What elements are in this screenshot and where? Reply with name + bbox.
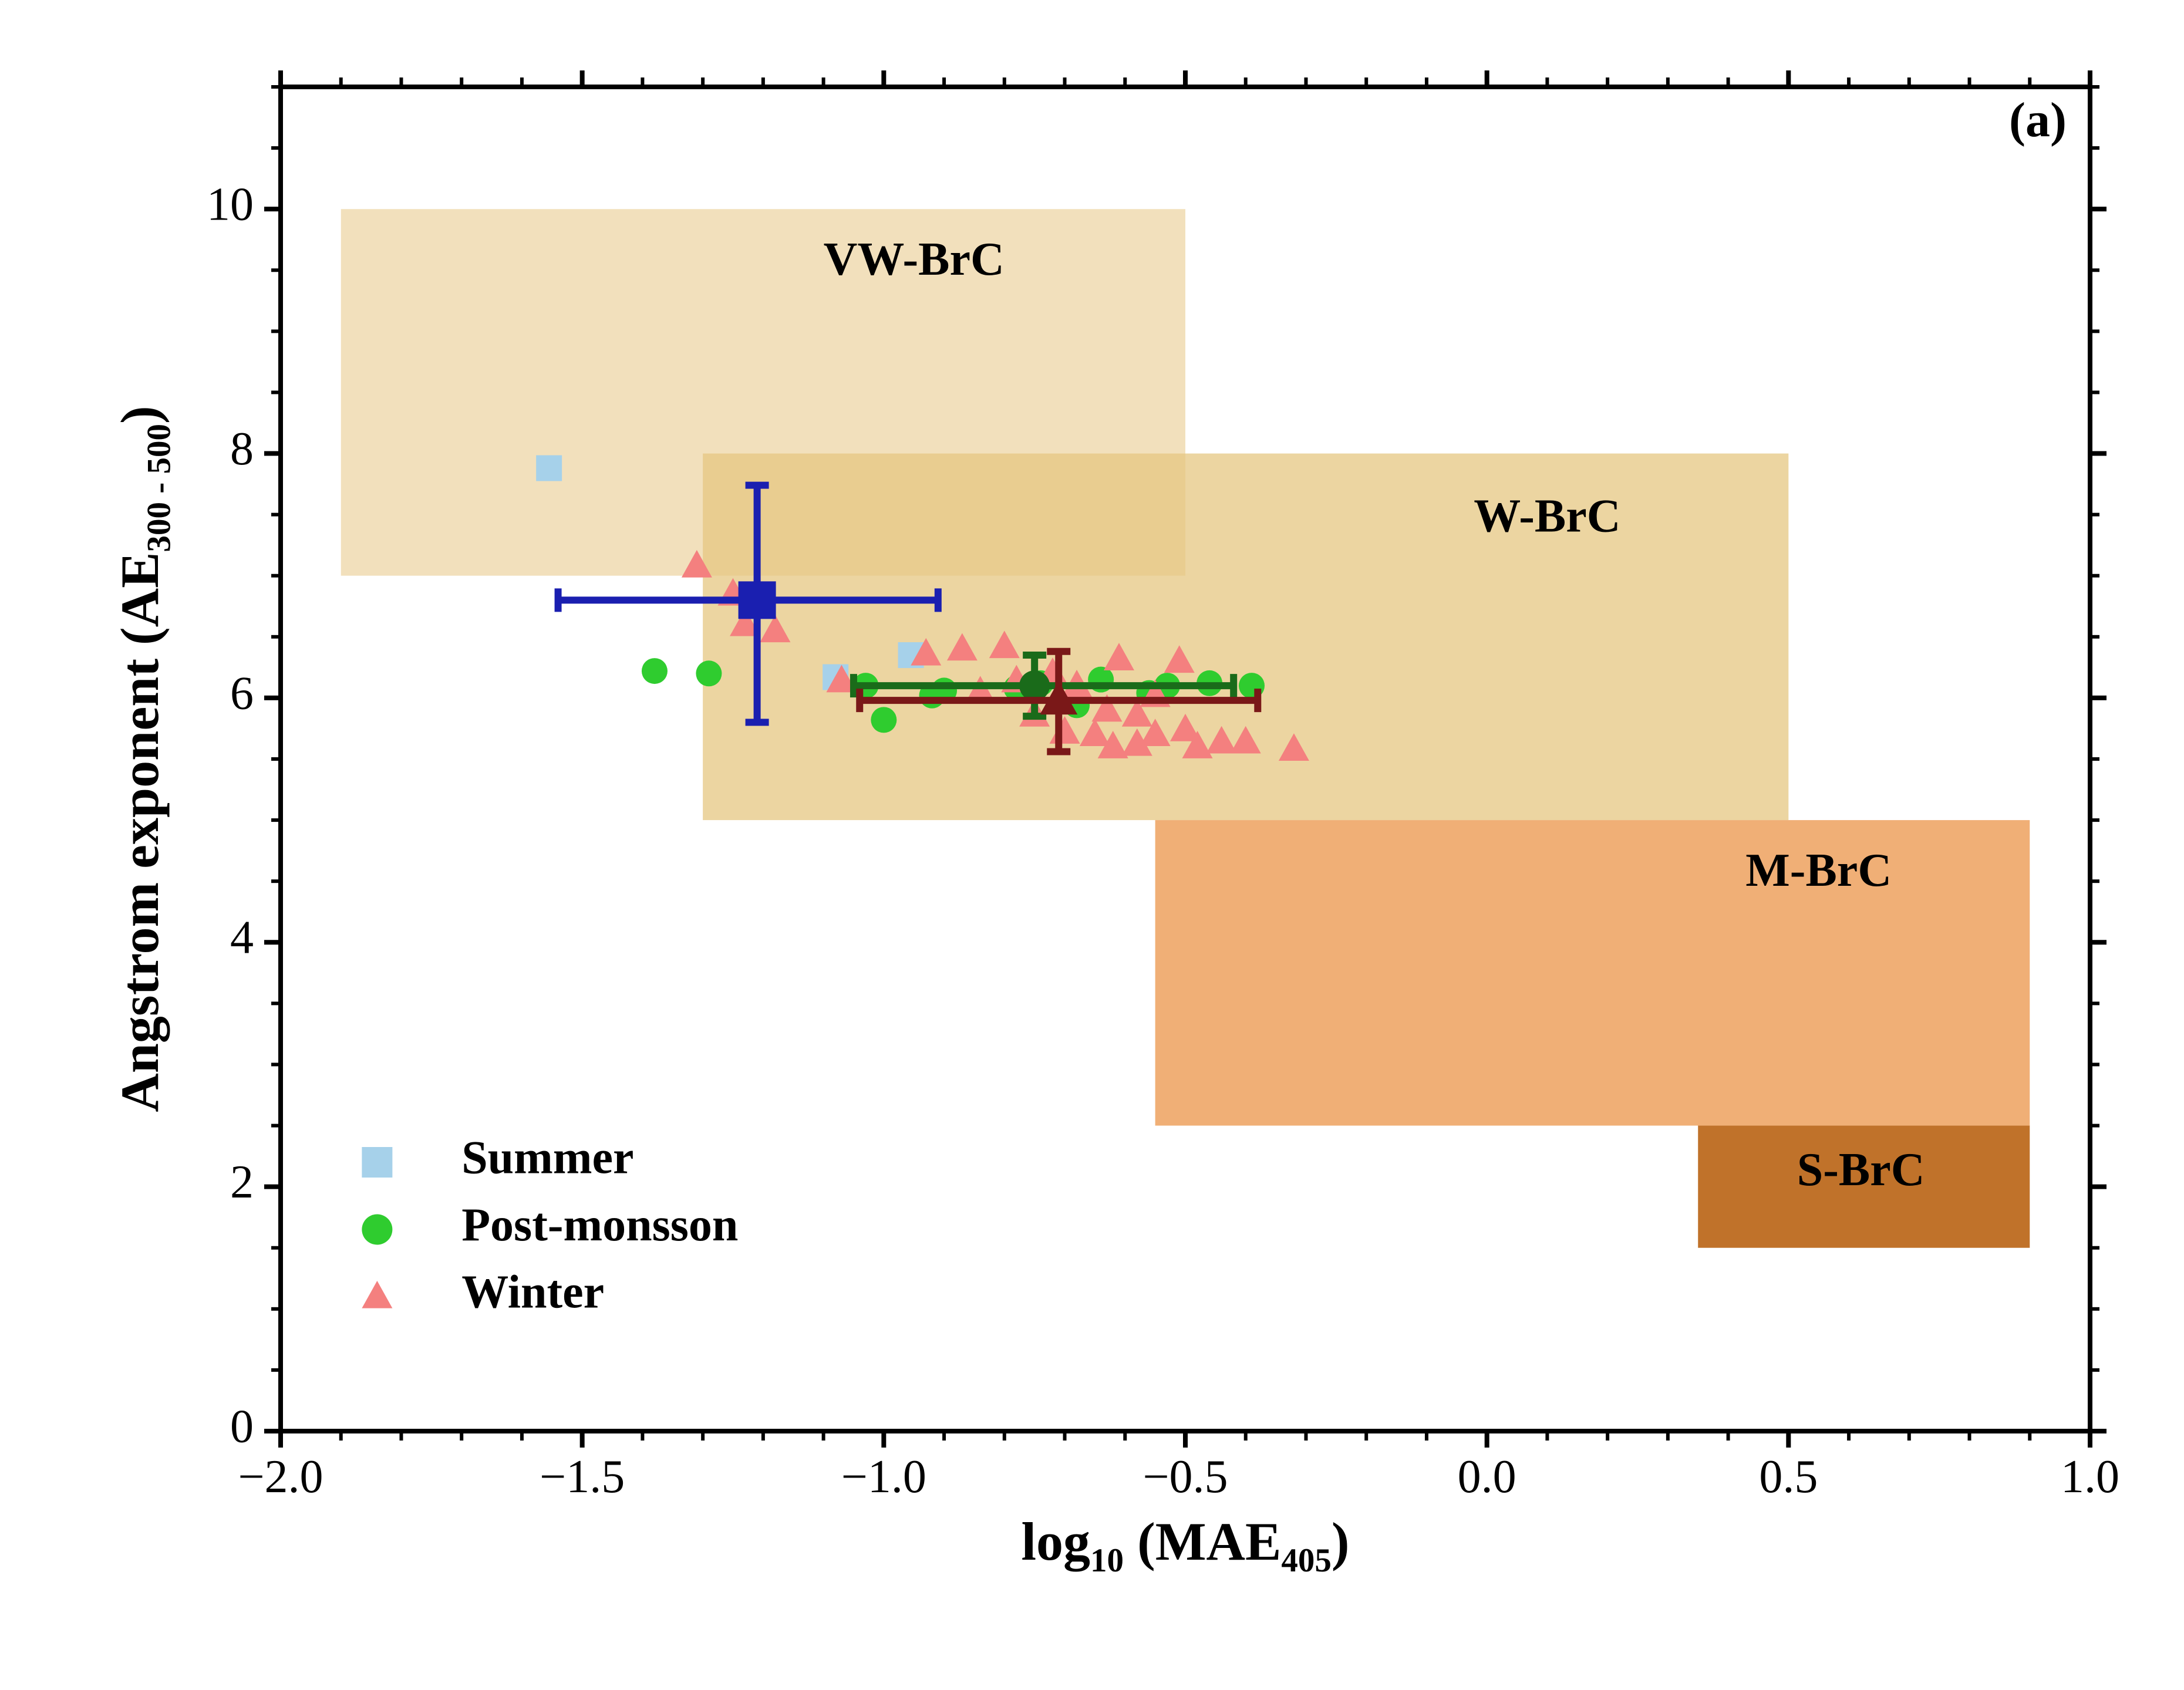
legend-marker-post_monsoon bbox=[362, 1215, 392, 1245]
x-tick-label: −1.5 bbox=[540, 1451, 625, 1503]
y-tick-label: 10 bbox=[207, 179, 254, 231]
y-tick-label: 8 bbox=[230, 423, 254, 475]
x-tick-label: −2.0 bbox=[238, 1451, 323, 1503]
legend-label-post_monsoon: Post-monsson bbox=[461, 1199, 738, 1251]
x-tick-label: 0.5 bbox=[1759, 1451, 1818, 1503]
region-label-vw-brc: VW-BrC bbox=[824, 234, 1005, 285]
region-m-brc bbox=[1155, 820, 2030, 1125]
region-label-m-brc: M-BrC bbox=[1745, 845, 1892, 896]
region-label-s-brc: S-BrC bbox=[1797, 1144, 1925, 1196]
x-tick-label: 0.0 bbox=[1458, 1451, 1516, 1503]
post_monsoon-point bbox=[696, 660, 722, 686]
legend-marker-summer bbox=[362, 1147, 392, 1178]
x-tick-label: −1.0 bbox=[841, 1451, 926, 1503]
y-tick-label: 6 bbox=[230, 667, 254, 719]
panel-label: (a) bbox=[2009, 93, 2067, 147]
post_monsoon-point bbox=[642, 658, 668, 684]
legend-label-winter: Winter bbox=[461, 1266, 604, 1318]
x-tick-label: −0.5 bbox=[1142, 1451, 1228, 1503]
y-tick-label: 2 bbox=[230, 1156, 254, 1208]
post_monsoon-point bbox=[871, 707, 896, 733]
x-tick-label: 1.0 bbox=[2061, 1451, 2119, 1503]
summer-point bbox=[536, 456, 562, 481]
post-monsoon-mean-marker bbox=[1019, 670, 1050, 701]
summer-mean-marker bbox=[739, 581, 776, 619]
chart-svg: VW-BrC W-BrC M-BrC S-BrC −2.0 −1.5 −1.0 −0.5 0.0… bbox=[0, 0, 2184, 1690]
chart-container: VW-BrC W-BrC M-BrC S-BrC −2.0 −1.5 −1.0 −0.5 0.0… bbox=[0, 0, 2184, 1690]
region-label-w-brc: W-BrC bbox=[1474, 490, 1620, 542]
y-tick-label: 4 bbox=[230, 912, 254, 964]
region-w-brc bbox=[703, 454, 1788, 821]
y-tick-label: 0 bbox=[230, 1401, 254, 1452]
legend-label-summer: Summer bbox=[461, 1132, 633, 1183]
